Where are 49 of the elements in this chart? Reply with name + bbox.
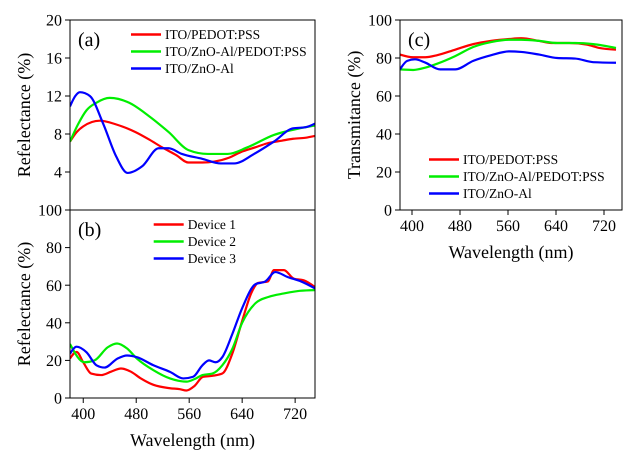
legend-label: Device 1 — [188, 217, 236, 232]
line-series — [70, 120, 315, 164]
y-tick-label: 20 — [46, 12, 62, 30]
x-tick-label: 640 — [544, 218, 568, 235]
x-tick-label: 560 — [496, 218, 520, 235]
y-tick-label: 0 — [54, 390, 62, 408]
legend-label: ITO/ZnO-Al — [463, 186, 532, 202]
line-series — [70, 96, 315, 156]
y-axis-title: Refelectance (%) — [14, 52, 34, 178]
y-tick-label: 80 — [376, 50, 392, 68]
x-tick-label: 640 — [230, 406, 254, 423]
x-tick-label: 560 — [177, 406, 202, 423]
y-tick-label: 20 — [376, 164, 392, 182]
y-tick-label: 0 — [384, 202, 392, 220]
legend-label: ITO/ZnO-Al/PEDOT:PSS — [463, 169, 605, 184]
line-series — [70, 288, 315, 383]
y-tick-label: 4 — [54, 164, 62, 182]
legend-label: ITO/PEDOT:PSS — [165, 27, 260, 42]
legend-label: ITO/ZnO-Al — [165, 61, 234, 76]
y-axis-title: Refelectance (%) — [14, 242, 34, 366]
annotation: (a) — [78, 29, 100, 51]
x-tick-label: 480 — [124, 406, 148, 423]
annotation: (c) — [408, 29, 430, 51]
line-series — [400, 50, 618, 70]
y-axis-title: Transmitance (%) — [344, 50, 364, 180]
y-tick-label: 8 — [54, 126, 62, 144]
x-tick-label: 720 — [283, 406, 308, 423]
legend-label: ITO/PEDOT:PSS — [463, 152, 558, 168]
y-tick-label: 100 — [368, 12, 392, 30]
y-tick-label: 100 — [38, 202, 62, 220]
y-tick-label: 80 — [46, 240, 62, 258]
annotation: (b) — [78, 219, 102, 241]
y-tick-label: 12 — [46, 88, 62, 106]
legend-label: ITO/ZnO-Al/PEDOT:PSS — [165, 44, 307, 60]
line-series — [70, 91, 315, 174]
y-tick-label: 60 — [46, 278, 62, 295]
y-tick-label: 16 — [46, 50, 62, 68]
y-tick-label: 60 — [376, 88, 392, 106]
y-tick-label: 20 — [46, 353, 62, 370]
x-axis-title: Wavelength (nm) — [448, 242, 574, 262]
x-tick-label: 480 — [448, 218, 472, 235]
x-tick-label: 400 — [400, 218, 424, 235]
legend-label: Device 3 — [188, 251, 236, 266]
x-tick-label: 400 — [71, 406, 96, 423]
x-tick-label: 720 — [592, 218, 616, 235]
legend-label: Device 2 — [188, 234, 236, 250]
x-axis-title: Wavelength (nm) — [130, 430, 256, 450]
y-tick-label: 40 — [46, 315, 62, 332]
y-tick-label: 40 — [376, 126, 392, 144]
